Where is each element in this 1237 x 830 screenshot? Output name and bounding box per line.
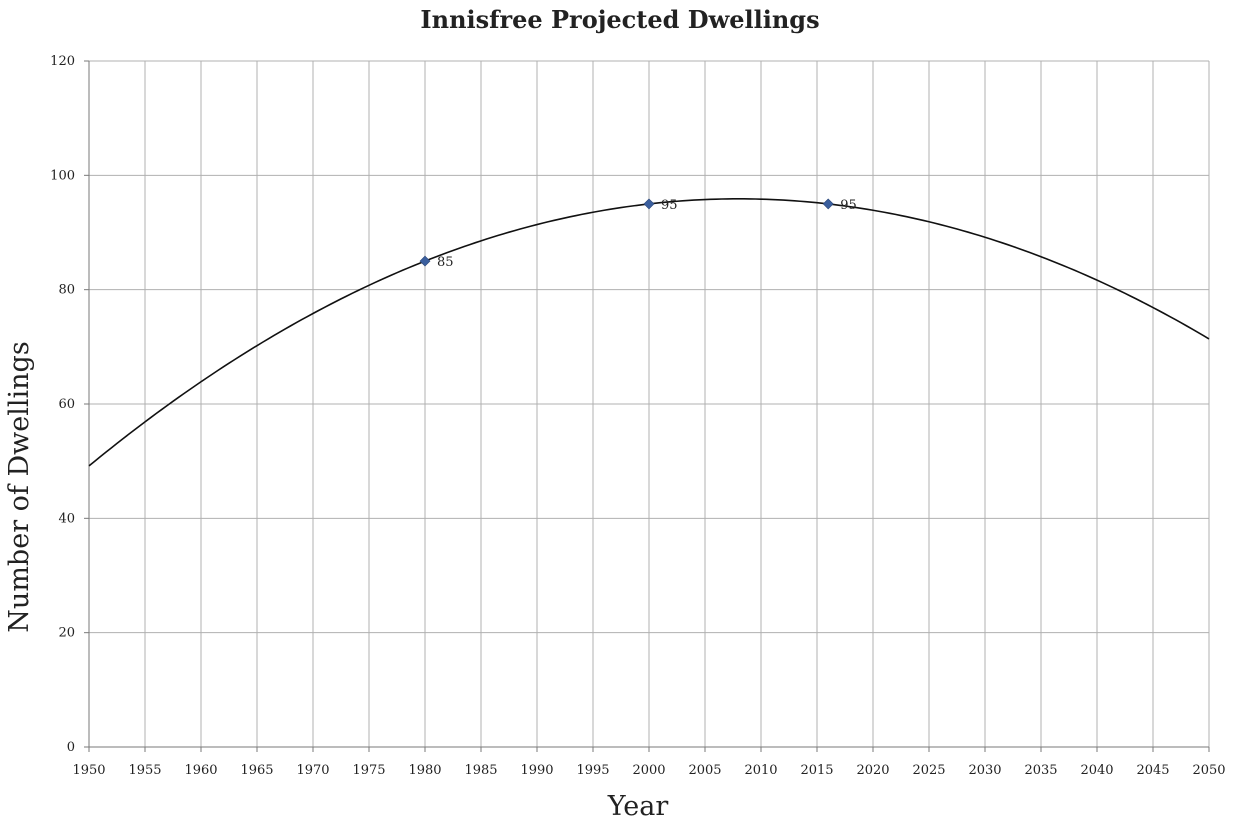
grid-lines — [89, 60, 1210, 747]
x-tick-label: 1995 — [576, 763, 609, 778]
x-tick-label: 2005 — [688, 763, 721, 778]
data-point — [643, 198, 655, 210]
data-label: 85 — [437, 255, 454, 270]
x-tick-label: 1960 — [184, 763, 217, 778]
y-axis-label: Number of Dwellings — [4, 341, 35, 632]
chart-title: Innisfree Projected Dwellings — [420, 5, 819, 34]
y-tick-label: 60 — [58, 397, 75, 412]
x-tick-label: 2025 — [912, 763, 945, 778]
x-tick-label: 1950 — [72, 763, 105, 778]
x-tick-label: 1965 — [240, 763, 273, 778]
x-tick-label: 2030 — [968, 763, 1001, 778]
data-label: 95 — [840, 198, 857, 213]
y-tick-label: 100 — [50, 168, 75, 183]
x-tick-label: 2050 — [1192, 763, 1225, 778]
x-tick-label: 1980 — [408, 763, 441, 778]
x-tick-label: 1955 — [128, 763, 161, 778]
data-labels: 85 95 95 — [437, 198, 857, 270]
x-tick-labels: 1950 1955 1960 1965 1970 1975 1980 1985 1990 1995… — [72, 763, 1225, 778]
data-points — [419, 198, 834, 267]
x-tick-label: 1990 — [520, 763, 553, 778]
x-tick-label: 2000 — [632, 763, 665, 778]
x-tick-label: 2040 — [1080, 763, 1113, 778]
y-tick-label: 0 — [67, 740, 75, 755]
y-tick-labels: 0 20 40 60 80 100 120 — [50, 54, 75, 755]
data-label: 95 — [661, 198, 678, 213]
y-tick-label: 120 — [50, 54, 75, 69]
x-tick-label: 2035 — [1024, 763, 1057, 778]
x-tick-label: 2015 — [800, 763, 833, 778]
data-point — [419, 255, 431, 267]
axes — [84, 60, 1210, 752]
y-tick-label: 40 — [58, 511, 75, 526]
x-tick-label: 1970 — [296, 763, 329, 778]
x-axis-label: Year — [607, 791, 669, 822]
y-tick-label: 80 — [58, 283, 75, 298]
y-tick-label: 20 — [58, 626, 75, 641]
x-tick-label: 2045 — [1136, 763, 1169, 778]
data-point — [822, 198, 834, 210]
x-tick-label: 1985 — [464, 763, 497, 778]
x-tick-label: 2020 — [856, 763, 889, 778]
x-tick-label: 2010 — [744, 763, 777, 778]
x-tick-label: 1975 — [352, 763, 385, 778]
